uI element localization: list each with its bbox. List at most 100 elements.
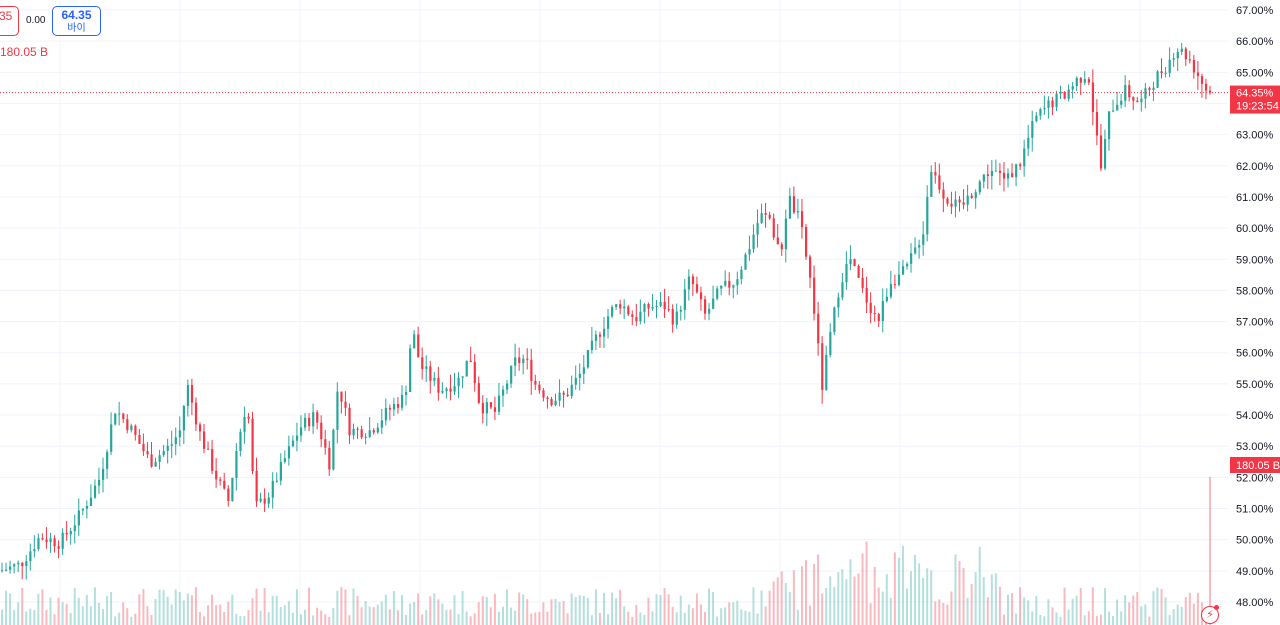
candle-body <box>73 525 76 532</box>
candle-body <box>1087 79 1090 83</box>
volume-bar <box>623 606 626 625</box>
volume-bar <box>106 596 109 625</box>
candle-body <box>263 498 266 504</box>
candle-body <box>1091 82 1095 113</box>
volume-bar <box>550 599 553 625</box>
candle-body <box>33 549 36 552</box>
volume-bar <box>1075 595 1078 625</box>
volume-bar <box>170 604 173 625</box>
volume-bar <box>562 601 565 625</box>
candle-body <box>518 357 521 363</box>
price-axis[interactable]: 67.00%66.00%65.00%64.00%63.00%62.00%61.0… <box>1236 5 1274 609</box>
candle-body <box>465 360 468 377</box>
y-tick-label: 54.00% <box>1236 410 1274 422</box>
volume-bar <box>663 587 666 625</box>
candle-body <box>13 564 16 567</box>
candle-body <box>748 249 751 255</box>
volume-bar <box>534 612 537 625</box>
volume-bar <box>586 597 589 625</box>
volume-bar <box>776 577 779 625</box>
candle-body <box>247 416 250 419</box>
candle-body <box>530 359 533 381</box>
candle-body <box>889 284 893 297</box>
candle-body <box>550 399 553 406</box>
volume-bar <box>340 587 343 625</box>
candle-body <box>409 348 412 392</box>
candle-body <box>914 247 917 254</box>
candle-body <box>756 223 759 235</box>
candle-body <box>970 195 973 198</box>
volume-bar <box>5 590 8 625</box>
volume-bar <box>1172 609 1175 625</box>
candle-body <box>150 454 153 467</box>
candle-body <box>526 358 529 360</box>
candle-body <box>897 274 901 285</box>
y-tick-label: 66.00% <box>1236 36 1274 48</box>
volume-bar <box>1132 595 1135 625</box>
volume-bar <box>841 569 844 625</box>
volume-bar <box>81 606 84 625</box>
candle-body <box>1209 90 1212 93</box>
volume-bar <box>400 595 403 625</box>
volume-bar <box>1124 595 1127 625</box>
volume-bar <box>938 599 941 625</box>
volume-bar <box>1209 476 1211 625</box>
volume-bar <box>207 605 210 625</box>
volume-bar <box>1059 616 1062 625</box>
buy-button[interactable]: 64.35 바이 <box>52 6 101 36</box>
candle-body <box>190 385 194 403</box>
volume-bar <box>764 606 767 625</box>
volume-bar <box>231 594 234 625</box>
volume-bar <box>546 611 549 625</box>
candle-body <box>102 468 105 480</box>
candle-body <box>849 259 852 265</box>
volume-bar <box>667 594 670 625</box>
volume-bar <box>958 561 961 625</box>
volume-bar <box>768 590 771 625</box>
candlestick-series <box>1 42 1212 580</box>
volume-bar <box>1011 593 1014 625</box>
volume-bar <box>178 592 181 625</box>
last-volume-tag-bg <box>1230 457 1280 473</box>
candle-body <box>469 360 472 363</box>
sell-button[interactable]: 35 <box>0 6 19 36</box>
volume-bar <box>413 602 416 625</box>
volume-bar <box>1047 599 1050 625</box>
volume-bar <box>360 607 363 625</box>
volume-bar <box>1176 604 1179 625</box>
candle-body <box>918 245 921 248</box>
volume-bar <box>396 610 399 625</box>
volume-bar <box>962 567 965 625</box>
candle-body <box>53 538 56 547</box>
volume-bar <box>865 541 868 625</box>
lightning-icon[interactable]: ⚡ <box>1201 606 1219 624</box>
volume-bar <box>247 610 250 625</box>
volume-bar <box>885 574 888 625</box>
candle-body <box>538 384 541 391</box>
candle-body <box>243 416 246 432</box>
candle-body <box>926 196 929 235</box>
candle-body <box>396 403 400 408</box>
volume-bar <box>736 600 739 625</box>
candle-body <box>304 417 307 428</box>
candle-body <box>267 497 270 504</box>
volume-bar <box>1051 607 1054 625</box>
volume-bar <box>497 611 500 625</box>
candle-body <box>1047 100 1050 108</box>
volume-bar <box>158 589 161 625</box>
candle-body <box>885 296 888 302</box>
candle-body <box>635 317 638 322</box>
candle-body <box>825 354 828 390</box>
volume-bar <box>437 599 440 625</box>
volume-bar <box>1002 614 1005 625</box>
volume-bar <box>946 604 949 625</box>
candle-body <box>865 287 868 303</box>
volume-bar <box>914 554 917 625</box>
volume-bar <box>291 612 294 625</box>
candle-body <box>231 477 234 501</box>
candle-body <box>211 449 214 471</box>
candle-body <box>598 334 602 337</box>
candle-body <box>473 362 476 384</box>
countdown-label: 19:23:54 <box>1236 101 1279 113</box>
